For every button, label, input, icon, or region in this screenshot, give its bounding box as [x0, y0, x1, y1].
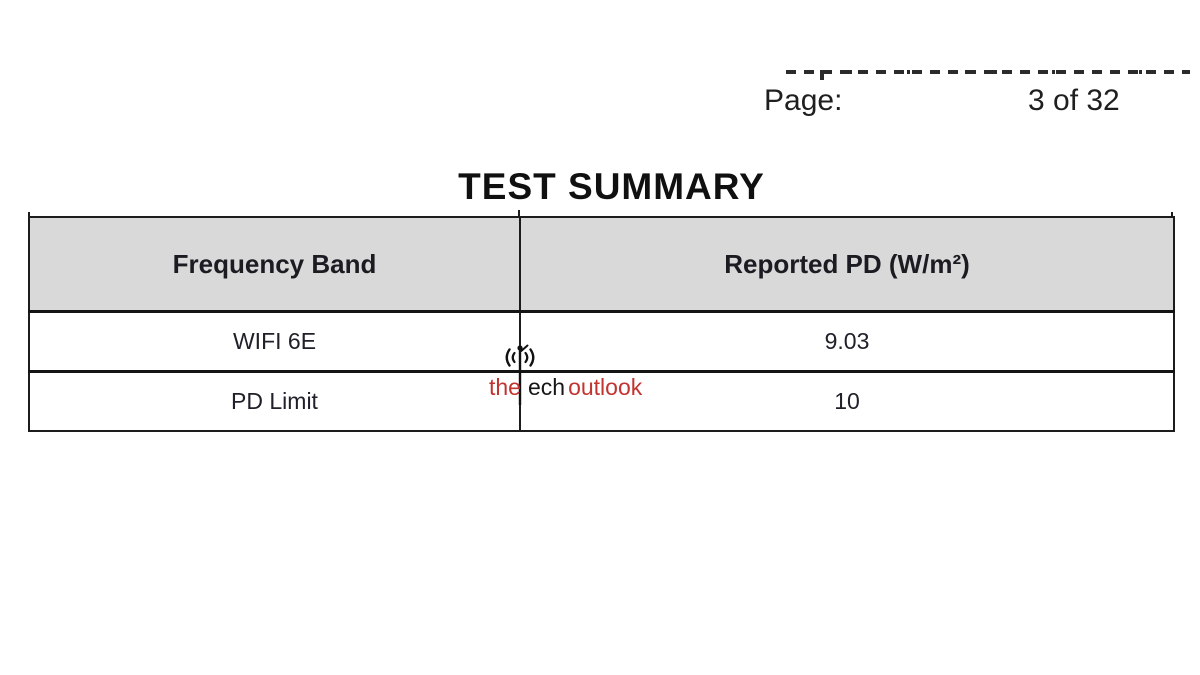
watermark-text: the ech outlook [489, 374, 642, 400]
table-border-tick [518, 210, 520, 217]
column-header-reported-pd: Reported PD (W/m²) [519, 216, 1175, 313]
cell-band-wifi6e: WIFI 6E [28, 310, 521, 373]
table-border-tick [1171, 212, 1173, 217]
cell-band-pd-limit: PD Limit [28, 370, 521, 432]
watermark-text-the: the [489, 374, 521, 400]
page-label: Page: [764, 84, 843, 117]
cropped-report-number-line [786, 70, 1190, 74]
table-row: PD Limit 10 [28, 370, 1175, 432]
table-row: WIFI 6E 9.03 [28, 310, 1175, 373]
column-header-frequency-band: Frequency Band [28, 216, 521, 313]
page-number: 3 of 32 [1028, 84, 1120, 117]
table-header-row: Frequency Band Reported PD (W/m²) [28, 216, 1175, 313]
page-title: TEST SUMMARY [458, 166, 765, 207]
table-border-tick [28, 212, 30, 217]
cropped-text-fragment [820, 71, 824, 80]
thetechoutlook-watermark: the ech outlook [488, 343, 648, 405]
watermark-text-outlook: outlook [568, 374, 643, 400]
cell-reported-pd-limit: 10 [519, 370, 1175, 432]
cell-reported-pd-wifi6e: 9.03 [519, 310, 1175, 373]
test-summary-table: Frequency Band Reported PD (W/m²) WIFI 6… [28, 216, 1175, 432]
watermark-text-ech: ech [527, 374, 566, 400]
antenna-icon [505, 344, 535, 405]
